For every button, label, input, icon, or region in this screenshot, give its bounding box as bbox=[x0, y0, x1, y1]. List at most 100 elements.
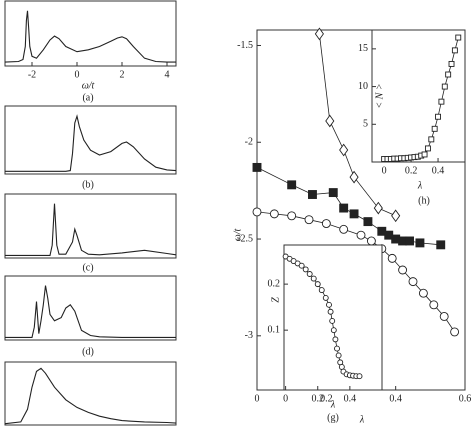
marker bbox=[327, 308, 334, 315]
marker bbox=[304, 215, 314, 225]
marker bbox=[349, 170, 359, 184]
spectrum-line bbox=[5, 367, 176, 425]
spectrum-line bbox=[5, 10, 176, 63]
x-axis-label: λ bbox=[417, 180, 423, 191]
x-tick-label: 0.4 bbox=[344, 393, 357, 404]
marker bbox=[334, 345, 340, 352]
y-tick-label: 10 bbox=[358, 81, 368, 92]
marker bbox=[310, 275, 317, 282]
x-axis-label: λ bbox=[359, 414, 365, 425]
spectrum-line bbox=[5, 203, 176, 256]
marker bbox=[306, 271, 313, 277]
plot-frame bbox=[283, 244, 383, 391]
x-tick-label: 2 bbox=[120, 69, 125, 80]
panel-caption: (g) bbox=[327, 412, 339, 423]
panel: (c) bbox=[4, 193, 177, 273]
marker bbox=[387, 253, 397, 263]
x-axis-label: λ bbox=[330, 399, 336, 410]
marker bbox=[366, 236, 376, 246]
marker bbox=[429, 300, 439, 310]
panel-caption: (b) bbox=[82, 179, 94, 190]
plot-frame bbox=[4, 275, 177, 341]
plot-frame bbox=[4, 193, 177, 259]
plot-frame bbox=[4, 361, 177, 426]
marker bbox=[349, 209, 359, 219]
marker bbox=[330, 327, 337, 334]
marker bbox=[448, 60, 455, 67]
y-tick-label: -1.5 bbox=[237, 40, 253, 51]
marker bbox=[451, 47, 458, 54]
marker bbox=[424, 145, 431, 152]
marker bbox=[302, 266, 309, 273]
y-tick-label: -2 bbox=[245, 137, 253, 148]
panel: 0 0.2 0.4 5 10 15 λ < N > (h) bbox=[358, 29, 466, 206]
marker bbox=[363, 217, 373, 227]
marker bbox=[252, 162, 262, 172]
plot-frame bbox=[4, 0, 177, 67]
marker bbox=[421, 151, 428, 158]
y-tick-label: 0.2 bbox=[268, 278, 281, 289]
marker bbox=[391, 209, 401, 223]
panel-caption: (h) bbox=[418, 195, 430, 206]
x-tick-label: 4 bbox=[165, 69, 170, 80]
spectrum-line bbox=[5, 285, 176, 338]
panel: (b) bbox=[4, 105, 177, 190]
y-axis-label: < N > bbox=[374, 83, 385, 108]
x-tick-label: -2 bbox=[28, 69, 36, 80]
marker bbox=[335, 352, 342, 359]
marker bbox=[408, 277, 418, 287]
y-tick-label: -2.5 bbox=[237, 233, 253, 244]
x-tick-label: 0.4 bbox=[432, 165, 445, 176]
panel-caption: (d) bbox=[82, 346, 94, 357]
x-tick-label: 0 bbox=[75, 69, 80, 80]
x-tick-label: 0.4 bbox=[389, 393, 402, 404]
panel-caption: (c) bbox=[82, 262, 93, 273]
plot-frame bbox=[4, 105, 177, 175]
marker bbox=[332, 336, 339, 343]
panel: (d) bbox=[4, 275, 177, 357]
x-tick-label: 0.2 bbox=[405, 165, 418, 176]
marker bbox=[314, 281, 321, 288]
marker bbox=[356, 230, 366, 240]
x-tick-label: 0.2 bbox=[311, 393, 324, 404]
marker bbox=[450, 327, 460, 337]
marker bbox=[325, 114, 335, 128]
panel: 0 0.2 0.40.10.2λZ(g) bbox=[268, 244, 383, 423]
marker bbox=[339, 203, 349, 213]
marker bbox=[269, 209, 279, 219]
marker bbox=[287, 211, 297, 221]
marker bbox=[418, 288, 428, 298]
plot-frame bbox=[371, 29, 466, 163]
panel-caption: (a) bbox=[82, 92, 93, 103]
marker bbox=[438, 98, 445, 105]
marker bbox=[318, 287, 325, 294]
x-axis-label: ω/t bbox=[82, 80, 95, 91]
marker bbox=[428, 136, 435, 143]
marker bbox=[287, 180, 297, 190]
marker bbox=[298, 262, 305, 269]
x-tick-label: 0 bbox=[382, 165, 387, 176]
marker bbox=[329, 318, 336, 324]
marker bbox=[328, 188, 338, 198]
marker bbox=[308, 190, 317, 199]
marker bbox=[339, 143, 349, 157]
marker bbox=[435, 113, 441, 120]
marker bbox=[439, 312, 449, 321]
marker bbox=[436, 240, 446, 250]
y-tick-label: 15 bbox=[358, 43, 368, 54]
marker bbox=[322, 294, 329, 301]
x-tick-label: 0.6 bbox=[459, 393, 472, 404]
marker bbox=[441, 83, 448, 90]
panel bbox=[4, 361, 177, 426]
marker bbox=[326, 301, 332, 308]
marker bbox=[339, 224, 349, 234]
marker bbox=[321, 219, 331, 228]
marker bbox=[252, 207, 262, 217]
y-axis-label: ω/t bbox=[232, 228, 243, 241]
y-axis-label: Z bbox=[270, 297, 281, 303]
marker bbox=[405, 236, 414, 246]
y-tick-label: -3 bbox=[245, 330, 253, 341]
marker bbox=[415, 238, 425, 248]
marker bbox=[373, 201, 383, 215]
